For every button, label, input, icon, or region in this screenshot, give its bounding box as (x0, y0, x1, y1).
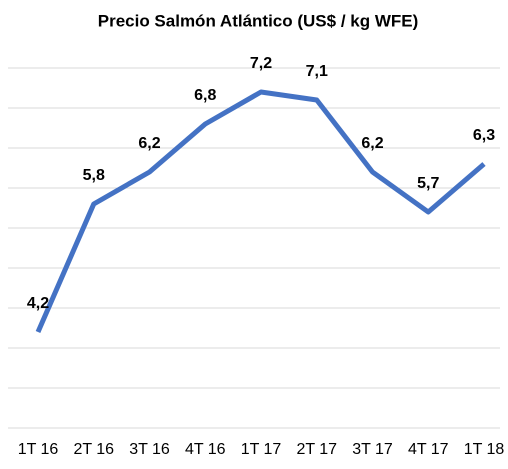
x-tick-label: 1T 18 (464, 441, 505, 458)
line (35, 89, 486, 333)
data-label: 6,3 (473, 127, 495, 144)
data-label: 5,8 (83, 167, 105, 184)
x-tick-label: 4T 16 (185, 441, 226, 458)
x-tick-label: 1T 17 (241, 441, 282, 458)
data-label: 4,2 (27, 295, 49, 312)
data-label: 6,8 (194, 87, 216, 104)
data-label: 7,1 (306, 63, 328, 80)
data-label: 7,2 (250, 55, 272, 72)
data-label: 5,7 (417, 175, 439, 192)
x-tick-label: 2T 17 (296, 441, 337, 458)
x-tick-label: 2T 16 (73, 441, 114, 458)
x-tick-label: 4T 17 (408, 441, 449, 458)
data-label: 6,2 (361, 135, 383, 152)
data-label: 6,2 (138, 135, 160, 152)
x-tick-label: 1T 16 (18, 441, 59, 458)
x-tick-label: 3T 16 (129, 441, 170, 458)
chart-title: Precio Salmón Atlántico (US$ / kg WFE) (98, 11, 419, 30)
x-tick-label: 3T 17 (352, 441, 393, 458)
